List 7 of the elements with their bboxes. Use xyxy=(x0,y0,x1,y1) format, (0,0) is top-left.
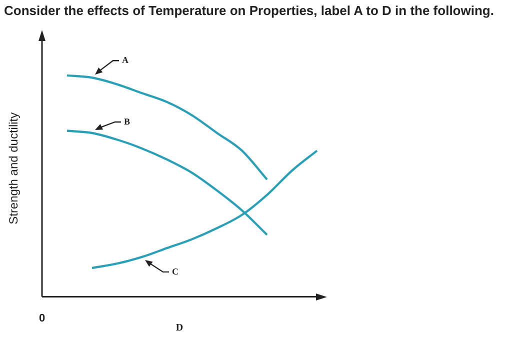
text: 0 xyxy=(38,312,46,324)
annotation: B xyxy=(124,116,130,126)
text: A xyxy=(122,54,129,65)
x-axis-title: D xyxy=(176,322,184,334)
y-axis-title: Strength and ductility xyxy=(6,112,20,224)
chart-title: Consider the effects of Temperature on Properties, label A to D in the following. xyxy=(4,3,494,18)
annotation: C xyxy=(172,266,178,276)
